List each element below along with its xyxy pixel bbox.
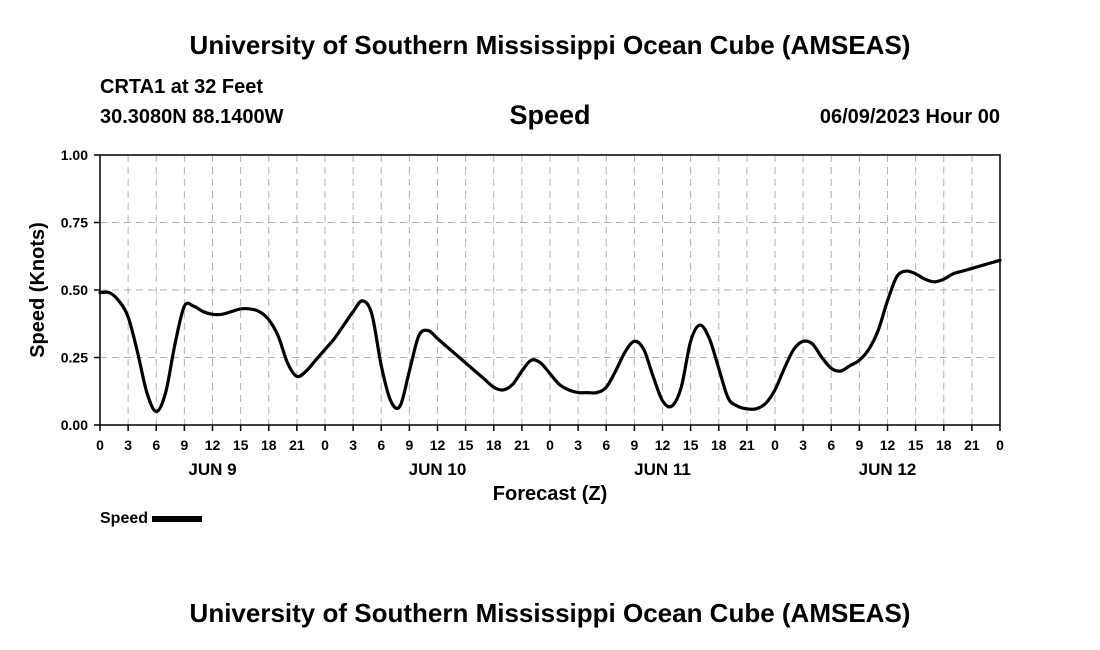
- station-coordinates: 30.3080N 88.1400W: [100, 106, 284, 128]
- x-tick-label: 12: [205, 437, 221, 453]
- chart-main-title: University of Southern Mississippi Ocean…: [189, 30, 911, 60]
- axis-layer: 0.00 0.25 0.50 0.75 1.00 0 3 6 9 12 15 18 21 0 3 6 9 12 15…: [61, 147, 1004, 479]
- x-tick-label: 6: [602, 437, 610, 453]
- x-tick-label: 18: [711, 437, 727, 453]
- x-tick-label: 12: [880, 437, 896, 453]
- day-label: JUN 10: [409, 460, 467, 479]
- y-tick-label: 0.50: [61, 282, 88, 298]
- station-label: CRTA1 at 32 Feet: [100, 76, 264, 98]
- x-tick-label: 12: [430, 437, 446, 453]
- forecast-datetime: 06/09/2023 Hour 00: [819, 106, 1000, 128]
- legend: Speed: [100, 510, 203, 528]
- x-tick-label: 9: [855, 437, 863, 453]
- x-tick-label: 0: [321, 437, 329, 453]
- x-tick-label: 21: [289, 437, 305, 453]
- x-tick-label: 0: [96, 437, 104, 453]
- y-tick-label: 0.25: [61, 350, 88, 366]
- x-tick-label: 0: [996, 437, 1004, 453]
- x-axis-label: Forecast (Z): [493, 483, 607, 505]
- x-tick-label: 0: [546, 437, 554, 453]
- x-tick-label: 9: [180, 437, 188, 453]
- day-label: JUN 12: [859, 460, 917, 479]
- day-label: JUN 9: [188, 460, 236, 479]
- x-tick-label: 9: [405, 437, 413, 453]
- grid-layer: [100, 155, 1000, 425]
- x-tick-label: 12: [655, 437, 671, 453]
- speed-series-line: [98, 258, 1002, 414]
- x-tick-label: 15: [683, 437, 699, 453]
- x-tick-label: 6: [827, 437, 835, 453]
- plot-variable-heading: Speed: [509, 100, 591, 130]
- x-tick-label: 6: [152, 437, 160, 453]
- y-axis-label: Speed (Knots): [27, 222, 49, 358]
- x-tick-label: 3: [349, 437, 357, 453]
- day-label: JUN 11: [634, 460, 691, 479]
- footer-title: University of Southern Mississippi Ocean…: [189, 598, 911, 628]
- x-tick-label: 18: [486, 437, 502, 453]
- x-tick-label: 21: [964, 437, 980, 453]
- x-tick-label: 9: [630, 437, 638, 453]
- y-tick-label: 0.75: [61, 215, 88, 231]
- x-tick-label: 3: [574, 437, 582, 453]
- y-tick-label: 1.00: [61, 147, 88, 163]
- x-tick-label: 0: [771, 437, 779, 453]
- x-tick-label: 6: [377, 437, 385, 453]
- x-tick-label: 21: [514, 437, 530, 453]
- x-tick-label: 18: [936, 437, 952, 453]
- x-tick-label: 18: [261, 437, 277, 453]
- y-tick-label: 0.00: [61, 417, 88, 433]
- x-tick-label: 15: [908, 437, 924, 453]
- x-tick-label: 15: [233, 437, 249, 453]
- x-tick-label: 3: [124, 437, 132, 453]
- x-tick-label: 15: [458, 437, 474, 453]
- legend-label: Speed: [100, 510, 149, 527]
- x-tick-label: 21: [739, 437, 755, 453]
- legend-line-swatch: [152, 516, 203, 522]
- x-tick-label: 3: [799, 437, 807, 453]
